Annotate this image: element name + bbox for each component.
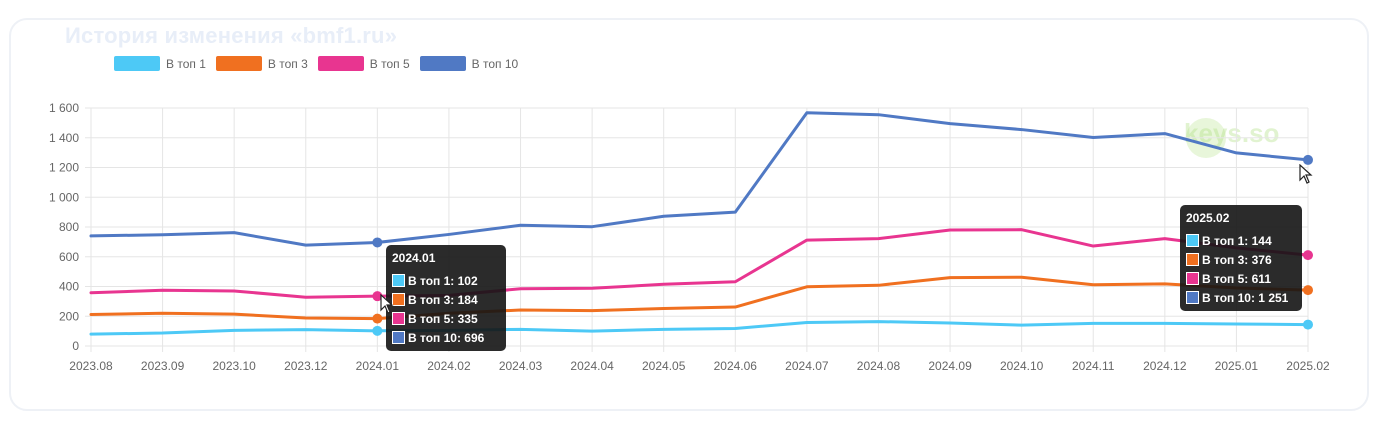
- tooltip-row: В топ 1: 144: [1186, 231, 1296, 250]
- mouse-cursor-icon: [380, 294, 394, 314]
- y-tick-label: 1 400: [49, 131, 79, 145]
- hover-point-top1: [372, 325, 383, 336]
- tooltip-row: В топ 10: 696: [392, 328, 500, 347]
- series-line-top3: [89, 275, 1310, 321]
- y-tick-label: 800: [59, 220, 79, 234]
- tooltip-2024-01: 2024.01 В топ 1: 102 В топ 3: 184 В топ …: [386, 245, 506, 351]
- tooltip-row-text: В топ 3: 184: [408, 292, 478, 307]
- tooltip-2025-02: 2025.02 В топ 1: 144 В топ 3: 376 В топ …: [1180, 205, 1302, 311]
- x-tick-label: 2024.10: [1000, 359, 1044, 373]
- y-tick-label: 1 200: [49, 161, 79, 175]
- y-tick-label: 0: [72, 339, 79, 353]
- tooltip-row: В топ 1: 102: [392, 271, 500, 290]
- y-tick-label: 400: [59, 280, 79, 294]
- tooltip-title: 2025.02: [1186, 211, 1230, 225]
- x-tick-label: 2024.04: [570, 359, 614, 373]
- legend-item-top3[interactable]: В топ 3: [215, 56, 308, 71]
- tooltip-row-text: В топ 3: 376: [1202, 252, 1272, 267]
- legend-item-top1[interactable]: В топ 1: [114, 56, 206, 71]
- hover-point-top3: [1303, 285, 1313, 296]
- x-tick-label: 2024.02: [427, 359, 471, 373]
- x-tick-label: 2024.05: [642, 359, 686, 373]
- series-line-top5: [89, 228, 1310, 299]
- hover-point-top5: [1303, 250, 1313, 261]
- x-tick-label: 2024.03: [499, 359, 543, 373]
- tooltip-row-text: В топ 1: 144: [1202, 233, 1272, 248]
- legend-swatch-top10: [419, 56, 466, 71]
- series-line-top10: [89, 111, 1310, 247]
- legend-item-top5[interactable]: В топ 5: [317, 56, 410, 71]
- tooltip-row-text: В топ 5: 611: [1202, 271, 1271, 286]
- legend-item-top10[interactable]: В топ 10: [419, 56, 519, 71]
- x-tick-label: 2023.09: [141, 359, 185, 373]
- y-tick-label: 600: [59, 250, 79, 264]
- tooltip-row-text: В топ 10: 696: [408, 330, 485, 345]
- legend-swatch-top1: [114, 56, 160, 71]
- hover-point-top10: [372, 237, 383, 248]
- x-tick-label: 2023.08: [69, 359, 113, 373]
- legend-label-top5: В топ 5: [369, 56, 410, 71]
- tooltip-row-text: В топ 5: 335: [408, 311, 478, 326]
- y-tick-label: 1 000: [49, 190, 79, 204]
- tooltip-row-text: В топ 1: 102: [408, 273, 478, 288]
- x-tick-label: 2024.08: [857, 359, 901, 373]
- x-tick-label: 2024.01: [356, 359, 400, 373]
- x-tick-label: 2024.12: [1143, 359, 1187, 373]
- legend-label-top3: В топ 3: [267, 56, 308, 71]
- x-tick-label: 2025.02: [1286, 359, 1330, 373]
- legend-swatch-top5: [317, 56, 364, 71]
- hover-point-top3: [372, 313, 383, 324]
- legend-label-top10: В топ 10: [471, 56, 519, 71]
- tooltip-title: 2024.01: [392, 251, 436, 265]
- legend-label-top1: В топ 1: [166, 56, 206, 71]
- x-tick-label: 2024.06: [714, 359, 758, 373]
- x-tick-label: 2025.01: [1215, 359, 1259, 373]
- chart-legend: В топ 1 В топ 3 В топ 5 В топ 10: [114, 56, 518, 71]
- x-tick-label: 2024.11: [1072, 359, 1115, 373]
- tooltip-row: В топ 5: 335: [392, 309, 500, 328]
- card-title: История изменения «bmf1.ru»: [55, 22, 408, 50]
- tooltip-row-text: В топ 10: 1 251: [1202, 290, 1289, 305]
- x-tick-label: 2023.12: [284, 359, 328, 373]
- x-tick-label: 2024.07: [785, 359, 829, 373]
- tooltip-row: В топ 5: 611: [1186, 269, 1296, 288]
- y-tick-label: 1 600: [49, 101, 79, 115]
- hover-point-top1: [1303, 319, 1313, 330]
- series-line-top1: [89, 320, 1310, 336]
- x-tick-label: 2023.10: [212, 359, 256, 373]
- tooltip-row: В топ 3: 184: [392, 290, 500, 309]
- tooltip-row: В топ 3: 376: [1186, 250, 1296, 269]
- legend-swatch-top3: [215, 56, 262, 71]
- hover-point-top5: [372, 291, 383, 302]
- tooltip-row: В топ 10: 1 251: [1186, 288, 1296, 307]
- hover-point-top10: [1303, 154, 1313, 165]
- x-tick-label: 2024.09: [928, 359, 972, 373]
- mouse-cursor-icon: [1299, 164, 1313, 184]
- y-tick-label: 200: [59, 309, 79, 323]
